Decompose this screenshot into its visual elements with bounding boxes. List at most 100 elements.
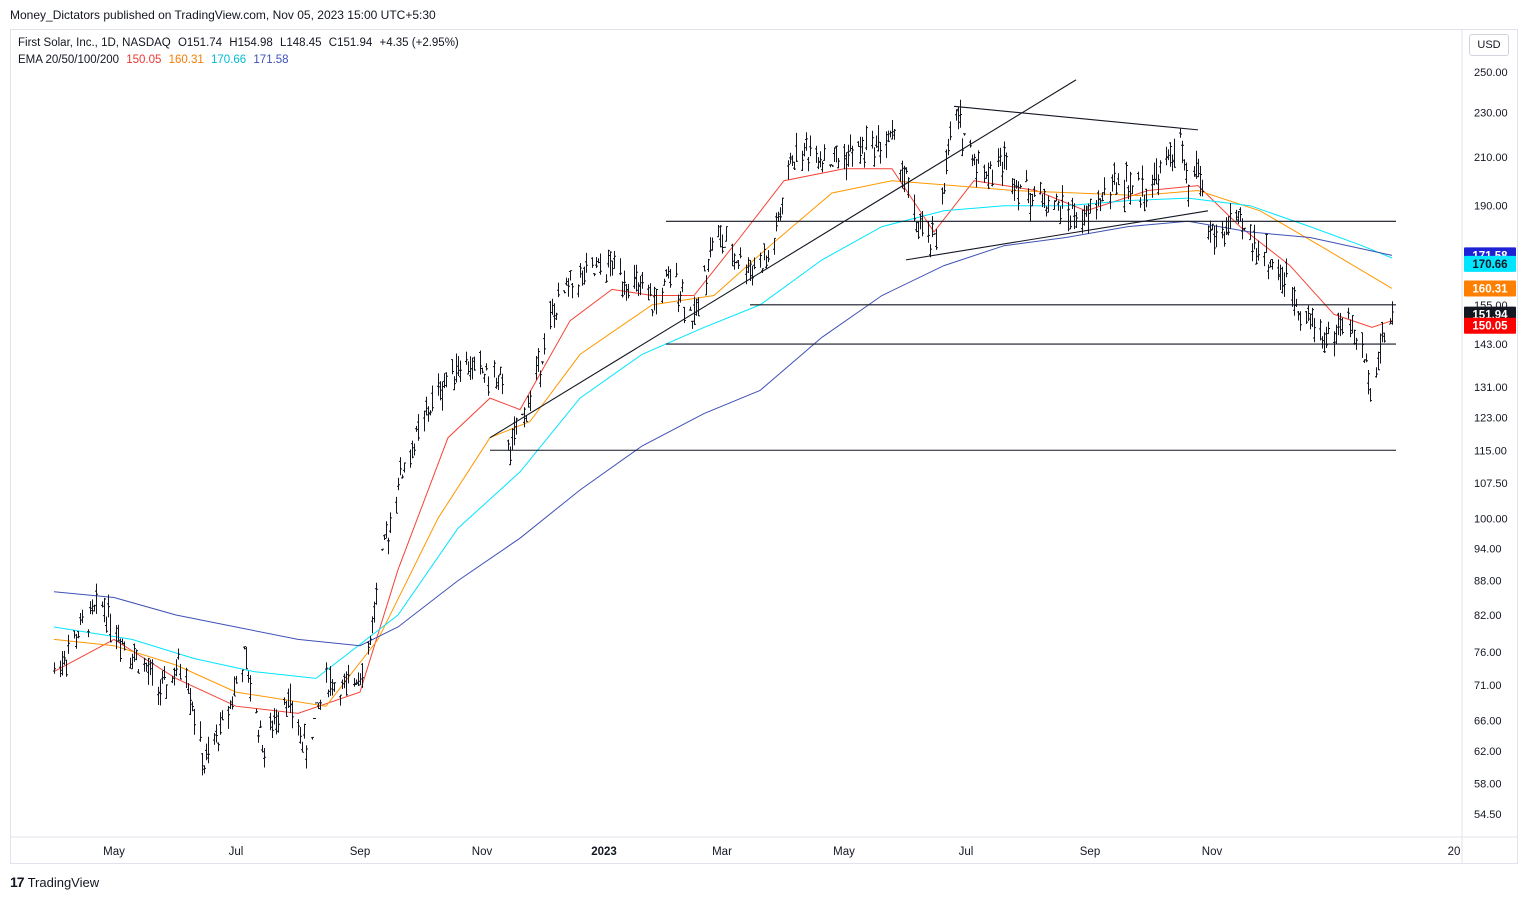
ohlc-bar	[1251, 243, 1254, 262]
ohlc-bar	[1239, 207, 1242, 222]
ohlc-bar	[721, 234, 724, 254]
x-tick-label: May	[833, 846, 855, 858]
ema-line-3	[53, 197, 1393, 679]
ohlc-bar	[1225, 217, 1228, 235]
ohlc-bar	[793, 161, 796, 170]
ohlc-bar	[1099, 198, 1102, 212]
ohlc-bar	[273, 708, 276, 725]
ohlc-bar	[525, 415, 528, 423]
price-tag-label: 150.05	[1472, 321, 1508, 333]
ohlc-bar	[257, 729, 260, 743]
ohlc-bar	[871, 130, 874, 149]
ohlc-bar	[905, 167, 908, 174]
ohlc-bar	[373, 601, 376, 623]
ohlc-bar	[809, 135, 812, 157]
ohlc-bar	[625, 284, 628, 301]
tradingview-logo[interactable]: 17 TradingView	[10, 874, 99, 890]
ohlc-bar	[1361, 332, 1364, 358]
close-label: C	[328, 37, 338, 49]
ohlc-bar	[403, 462, 406, 473]
ohlc-bar	[271, 720, 274, 738]
ohlc-bar	[759, 252, 762, 268]
ohlc-bar	[579, 263, 582, 278]
ohlc-bar	[991, 169, 994, 187]
ohlc-bar	[187, 683, 190, 694]
wedge-lower-line	[905, 210, 1209, 261]
ohlc-bar	[501, 373, 504, 395]
ohlc-bar	[315, 702, 318, 704]
x-tick-label: Nov	[1202, 846, 1223, 858]
ohlc-bar	[1085, 205, 1088, 217]
price-tag-label: 160.31	[1472, 283, 1508, 295]
ohlc-bar	[1115, 182, 1118, 195]
ohlc-bar	[497, 375, 500, 390]
ohlc-bar	[81, 609, 84, 624]
ohlc-bar	[949, 121, 952, 141]
ohlc-bar	[65, 659, 68, 677]
ohlc-bar	[1129, 171, 1132, 205]
ohlc-bar	[985, 171, 988, 179]
ohlc-bar	[945, 149, 948, 175]
ohlc-bar	[677, 294, 680, 313]
ohlc-bar	[1083, 205, 1086, 226]
ohlc-bar	[591, 257, 594, 268]
y-tick-label: 54.50	[1474, 809, 1502, 821]
ohlc-bar	[707, 258, 710, 272]
ohlc-bar	[269, 712, 272, 731]
ohlc-bar	[1011, 178, 1014, 195]
ohlc-bar	[753, 257, 756, 270]
ohlc-bar	[633, 264, 636, 289]
ohlc-bar	[569, 270, 572, 281]
ohlc-bar	[697, 297, 700, 317]
ohlc-bar	[1353, 329, 1356, 345]
ohlc-bar	[565, 277, 568, 286]
ohlc-bar	[535, 356, 538, 380]
ohlc-bar	[1179, 128, 1182, 138]
ohlc-bar	[427, 406, 430, 422]
ohlc-bar	[487, 376, 490, 396]
price-tag-bg	[1464, 255, 1516, 272]
ohlc-bar	[1153, 162, 1156, 186]
currency-button[interactable]: USD	[1469, 34, 1509, 56]
ohlc-bar	[1305, 311, 1308, 324]
ohlc-bar	[781, 197, 784, 215]
ohlc-bar	[1159, 160, 1162, 174]
ohlc-bar	[317, 702, 320, 710]
ohlc-bar	[861, 136, 864, 154]
ohlc-bar	[375, 582, 378, 605]
ohlc-bar	[711, 237, 714, 251]
ohlc-bar	[921, 211, 924, 237]
ohlc-bar	[417, 414, 420, 441]
price-tag-bg	[1464, 317, 1516, 334]
ohlc-bar	[175, 659, 178, 677]
ohlc-bar	[399, 457, 402, 476]
ohlc-bar	[191, 701, 194, 712]
ohlc-bar	[665, 269, 668, 277]
ohlc-bar	[311, 736, 314, 740]
ohlc-bar	[437, 373, 440, 396]
ohlc-bar	[1377, 351, 1380, 371]
ohlc-bar	[843, 144, 846, 170]
ohlc-bar	[1281, 266, 1284, 294]
ohlc-bar	[171, 675, 174, 684]
ohlc-bar	[1365, 353, 1368, 363]
ohlc-bar	[661, 287, 664, 304]
ohlc-bar	[663, 278, 666, 286]
ohlc-bar	[1127, 185, 1130, 200]
ohlc-bar	[1237, 211, 1240, 224]
y-tick-label: 76.00	[1474, 647, 1502, 659]
ohlc-bar	[1109, 192, 1112, 210]
ohlc-bar	[387, 537, 390, 555]
ohlc-bar	[289, 683, 292, 714]
ohlc-bar	[1013, 178, 1016, 201]
x-tick-label: Sep	[1080, 846, 1100, 858]
ohlc-bar	[1101, 192, 1104, 202]
ema-legend-row: EMA 20/50/100/200 150.05 160.31 170.66 1…	[18, 52, 463, 69]
ohlc-bar	[649, 283, 652, 297]
x-tick-label: Jul	[229, 846, 244, 858]
ohlc-bar	[439, 381, 442, 401]
ohlc-bar	[1145, 188, 1148, 208]
ohlc-bar	[147, 657, 150, 685]
ohlc-bar	[705, 275, 708, 296]
